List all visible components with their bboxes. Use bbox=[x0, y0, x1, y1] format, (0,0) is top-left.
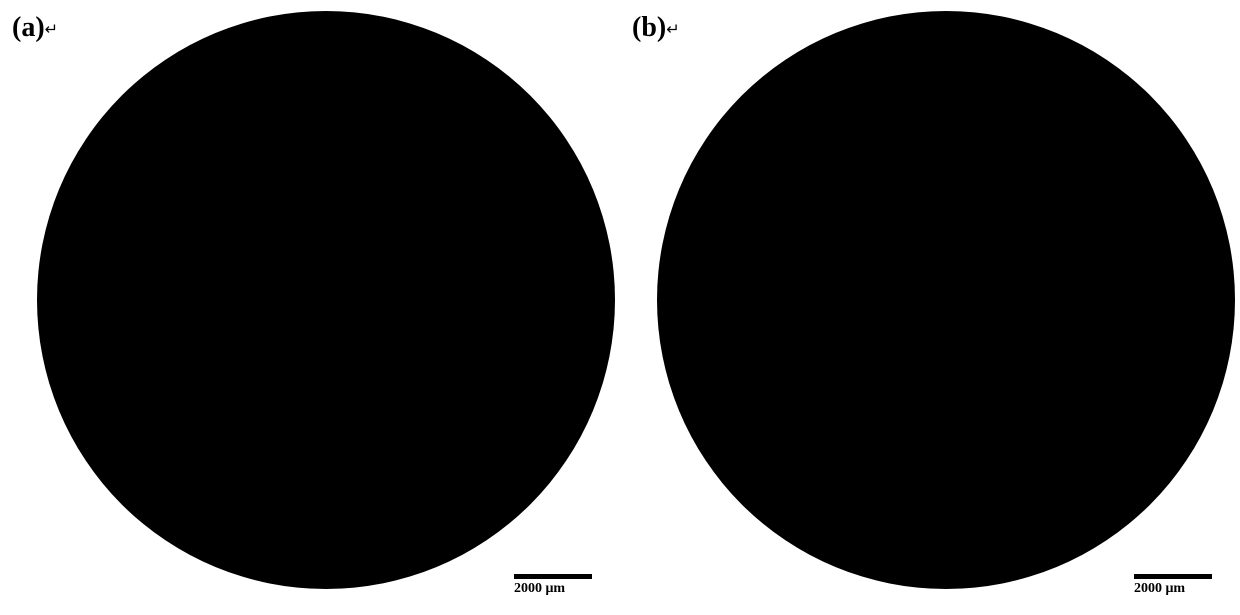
scalebar-line-b bbox=[1134, 574, 1212, 579]
panel-label-a: (a)↵ bbox=[12, 12, 58, 44]
panel-label-b-text: (b) bbox=[632, 12, 666, 43]
sample-circle-b bbox=[657, 11, 1235, 589]
scalebar-text-b: 2000 μm bbox=[1134, 581, 1212, 597]
scalebar-line-a bbox=[514, 574, 592, 579]
return-glyph-b: ↵ bbox=[666, 22, 679, 39]
scalebar-b: 2000 μm bbox=[1134, 574, 1212, 597]
panel-label-a-text: (a) bbox=[12, 12, 45, 43]
return-glyph-a: ↵ bbox=[45, 22, 58, 39]
figure-panel-b: (b)↵ 2000 μm bbox=[620, 0, 1240, 615]
sample-circle-a bbox=[37, 11, 615, 589]
scalebar-a: 2000 μm bbox=[514, 574, 592, 597]
figure-panel-a: (a)↵ 2000 μm bbox=[0, 0, 620, 615]
scalebar-text-a: 2000 μm bbox=[514, 581, 592, 597]
panel-label-b: (b)↵ bbox=[632, 12, 680, 44]
